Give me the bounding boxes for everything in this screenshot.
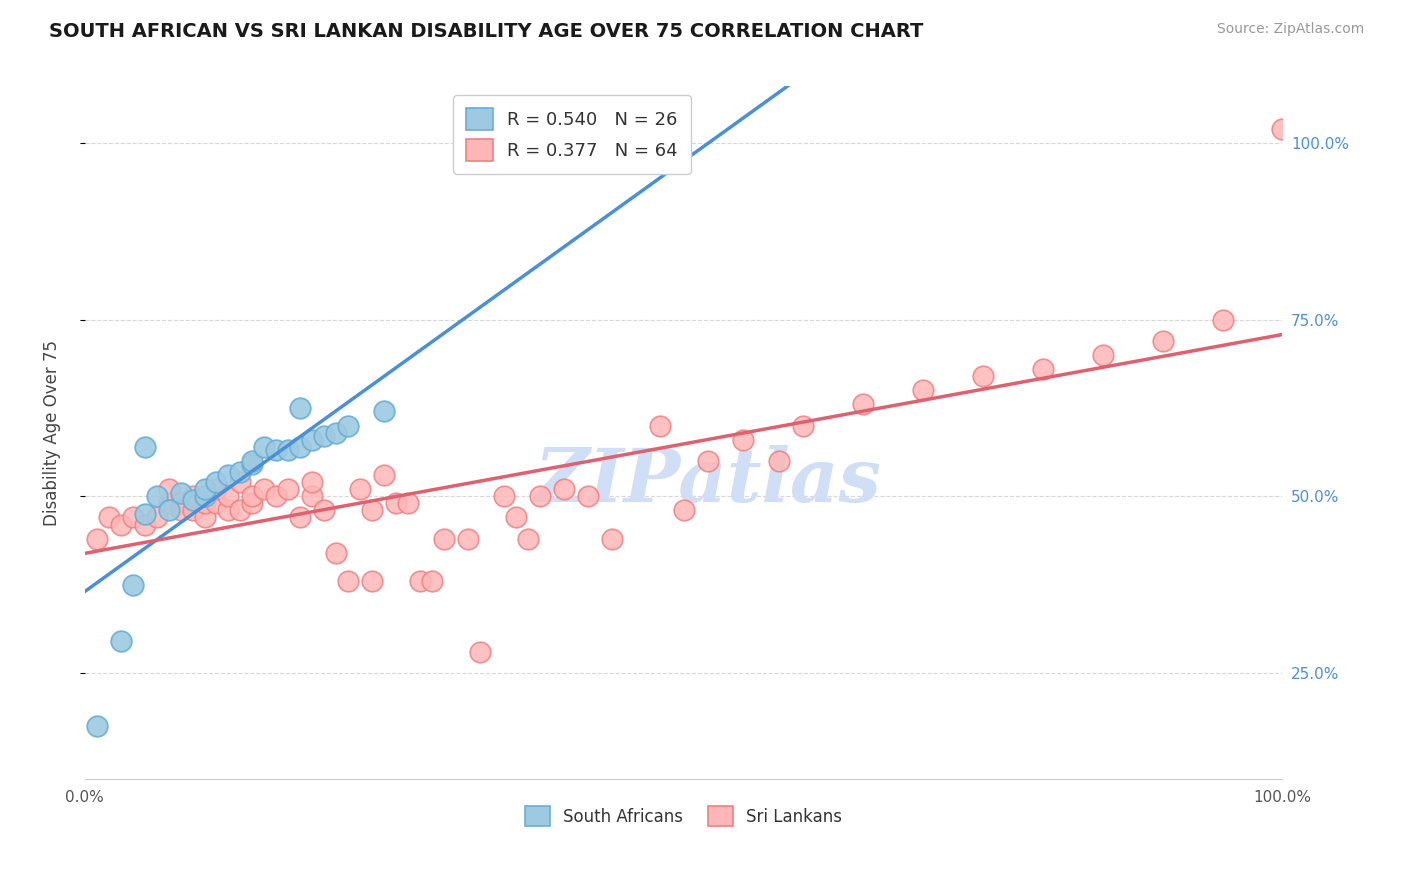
Point: [86, 532, 108, 546]
Point: [110, 634, 132, 648]
Point: [157, 496, 180, 510]
Point: [86, 719, 108, 733]
Point: [529, 489, 551, 503]
Point: [792, 418, 814, 433]
Point: [505, 510, 527, 524]
Point: [912, 383, 935, 397]
Point: [733, 433, 755, 447]
Point: [361, 574, 384, 588]
Point: [433, 532, 456, 546]
Point: [1091, 348, 1114, 362]
Point: [145, 510, 167, 524]
Point: [301, 489, 323, 503]
Point: [972, 369, 994, 384]
Point: [217, 468, 239, 483]
Point: [205, 482, 228, 496]
Point: [229, 475, 252, 489]
Point: [290, 401, 312, 415]
Point: [266, 443, 288, 458]
Point: [217, 503, 239, 517]
Point: [852, 397, 875, 411]
Text: SOUTH AFRICAN VS SRI LANKAN DISABILITY AGE OVER 75 CORRELATION CHART: SOUTH AFRICAN VS SRI LANKAN DISABILITY A…: [49, 22, 924, 41]
Point: [193, 496, 215, 510]
Point: [205, 475, 228, 489]
Point: [157, 503, 180, 517]
Point: [290, 440, 312, 454]
Point: [648, 418, 671, 433]
Point: [337, 418, 360, 433]
Point: [396, 496, 419, 510]
Point: [337, 574, 360, 588]
Y-axis label: Disability Age Over 75: Disability Age Over 75: [44, 340, 60, 525]
Point: [600, 532, 623, 546]
Point: [134, 517, 156, 532]
Point: [277, 443, 299, 458]
Point: [193, 489, 215, 503]
Point: [516, 532, 538, 546]
Point: [314, 503, 336, 517]
Point: [1152, 334, 1174, 348]
Point: [134, 440, 156, 454]
Point: [277, 482, 299, 496]
Point: [193, 482, 215, 496]
Point: [169, 496, 191, 510]
Point: [145, 489, 167, 503]
Point: [181, 503, 204, 517]
Point: [181, 489, 204, 503]
Point: [457, 532, 479, 546]
Point: [361, 503, 384, 517]
Point: [420, 574, 443, 588]
Point: [301, 475, 323, 489]
Point: [492, 489, 515, 503]
Point: [385, 496, 408, 510]
Point: [193, 510, 215, 524]
Point: [181, 492, 204, 507]
Point: [110, 517, 132, 532]
Point: [1212, 312, 1234, 326]
Point: [290, 510, 312, 524]
Point: [349, 482, 371, 496]
Point: [242, 489, 264, 503]
Point: [1271, 121, 1294, 136]
Point: [325, 425, 347, 440]
Point: [205, 496, 228, 510]
Point: [121, 510, 143, 524]
Point: [121, 577, 143, 591]
Point: [253, 440, 276, 454]
Point: [253, 482, 276, 496]
Point: [373, 468, 395, 483]
Point: [314, 429, 336, 443]
Point: [242, 454, 264, 468]
Point: [325, 546, 347, 560]
Text: ZIPatlas: ZIPatlas: [534, 445, 882, 517]
Point: [553, 482, 575, 496]
Point: [134, 507, 156, 521]
Point: [169, 485, 191, 500]
Point: [768, 454, 790, 468]
Point: [1032, 362, 1054, 376]
Point: [373, 404, 395, 418]
Point: [242, 496, 264, 510]
Point: [409, 574, 432, 588]
Point: [242, 458, 264, 472]
Legend: South Africans, Sri Lankans: South Africans, Sri Lankans: [517, 799, 849, 833]
Point: [696, 454, 718, 468]
Point: [169, 503, 191, 517]
Point: [157, 482, 180, 496]
Point: [229, 503, 252, 517]
Point: [229, 465, 252, 479]
Point: [672, 503, 695, 517]
Point: [97, 510, 120, 524]
Point: [576, 489, 599, 503]
Point: [301, 433, 323, 447]
Point: [217, 489, 239, 503]
Point: [193, 489, 215, 503]
Point: [468, 645, 491, 659]
Text: Source: ZipAtlas.com: Source: ZipAtlas.com: [1216, 22, 1364, 37]
Point: [266, 489, 288, 503]
